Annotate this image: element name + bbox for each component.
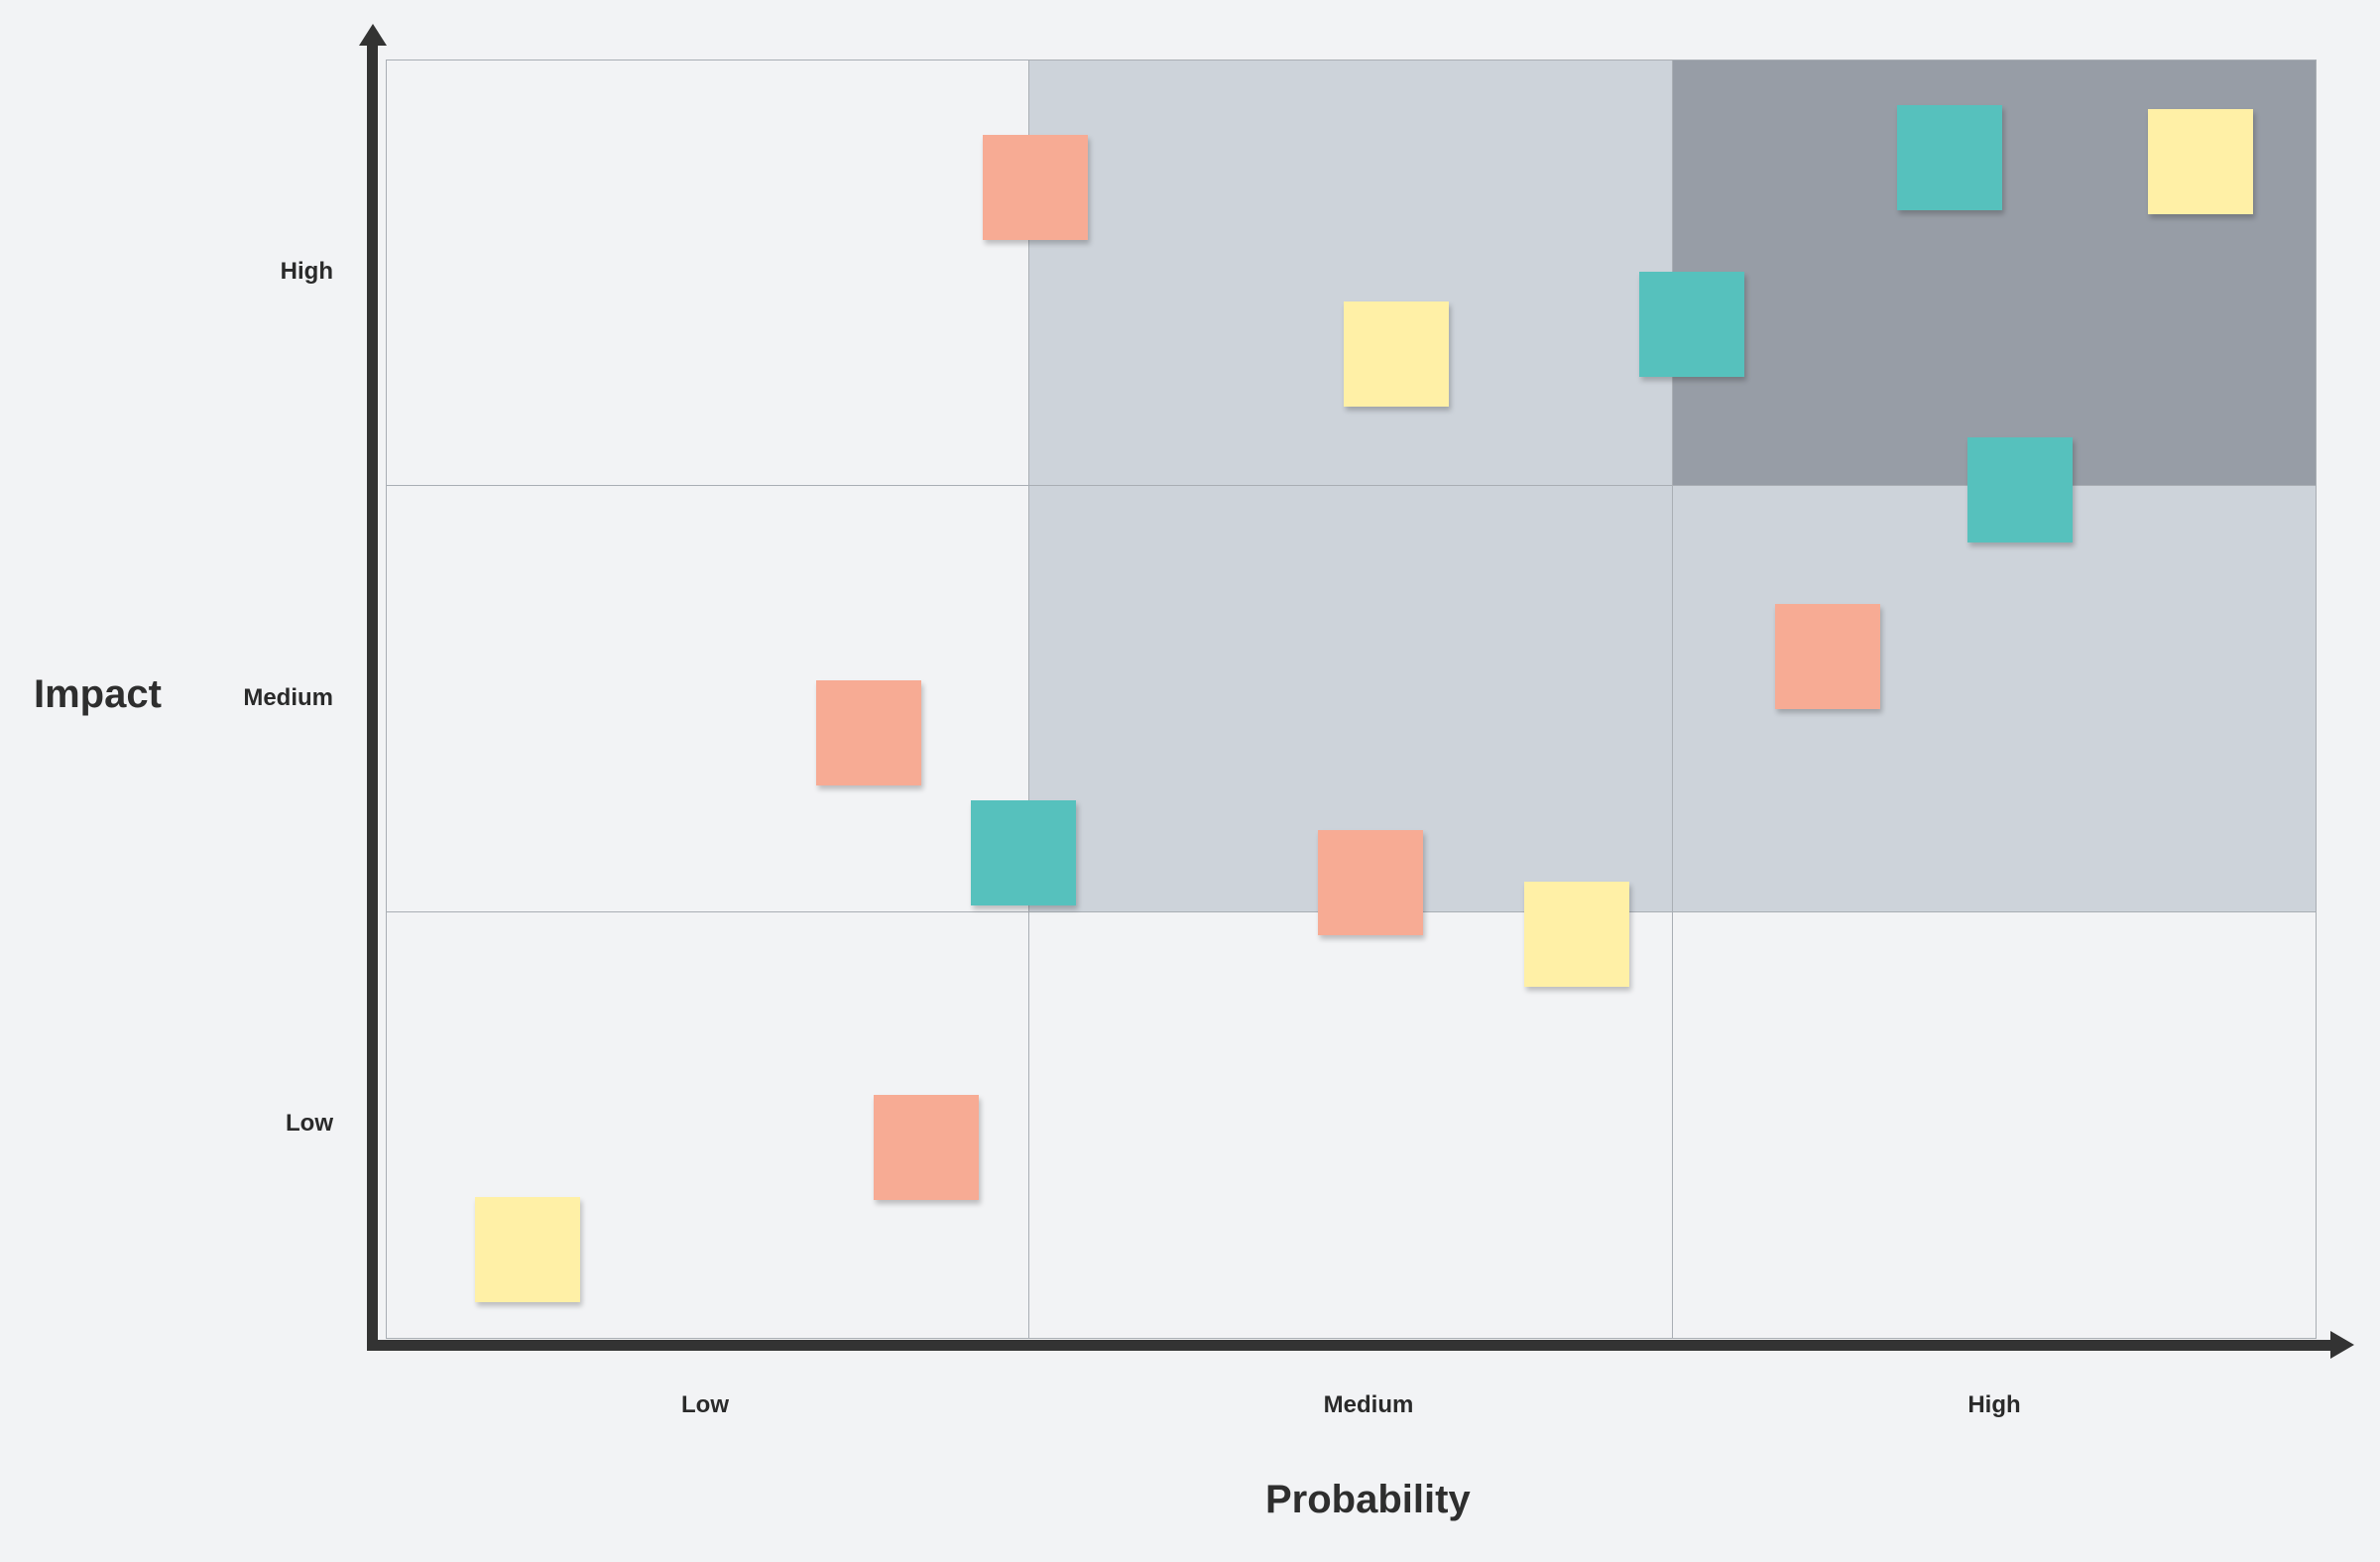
x-axis-arrow-icon (2330, 1331, 2354, 1359)
sticky-note-yellow-5[interactable] (2148, 109, 2254, 215)
sticky-note-salmon-1[interactable] (983, 135, 1089, 240)
x-tick-medium: Medium (1323, 1391, 1414, 1418)
sticky-note-yellow-11[interactable] (1523, 881, 1629, 987)
sticky-note-teal-4[interactable] (1897, 104, 2003, 210)
y-tick-medium: Medium (243, 684, 333, 711)
cell-impact-high-probability-low (386, 60, 1029, 486)
sticky-note-teal-9[interactable] (970, 799, 1076, 905)
y-tick-high: High (280, 258, 333, 285)
x-tick-high: High (1967, 1391, 2021, 1418)
sticky-note-teal-3[interactable] (1639, 271, 1745, 377)
y-axis-arrow-icon (359, 24, 387, 46)
x-axis-title: Probability (1265, 1478, 1471, 1521)
sticky-note-salmon-10[interactable] (1317, 829, 1423, 935)
sticky-note-salmon-8[interactable] (815, 680, 921, 786)
cell-impact-medium-probability-low (386, 486, 1029, 912)
sticky-note-yellow-2[interactable] (1343, 300, 1449, 407)
cell-impact-low-probability-high (1673, 912, 2317, 1339)
x-tick-low: Low (681, 1391, 729, 1418)
cell-impact-high-probability-medium (1029, 60, 1673, 486)
y-axis-title: Impact (34, 672, 162, 716)
y-axis-line (367, 38, 378, 1351)
sticky-note-teal-6[interactable] (1967, 437, 2074, 543)
sticky-note-salmon-12[interactable] (874, 1094, 980, 1200)
y-tick-low: Low (286, 1110, 333, 1137)
sticky-note-yellow-13[interactable] (474, 1196, 580, 1302)
x-axis-line (367, 1340, 2334, 1351)
cell-impact-medium-probability-high (1673, 486, 2317, 912)
sticky-note-salmon-7[interactable] (1774, 604, 1880, 709)
